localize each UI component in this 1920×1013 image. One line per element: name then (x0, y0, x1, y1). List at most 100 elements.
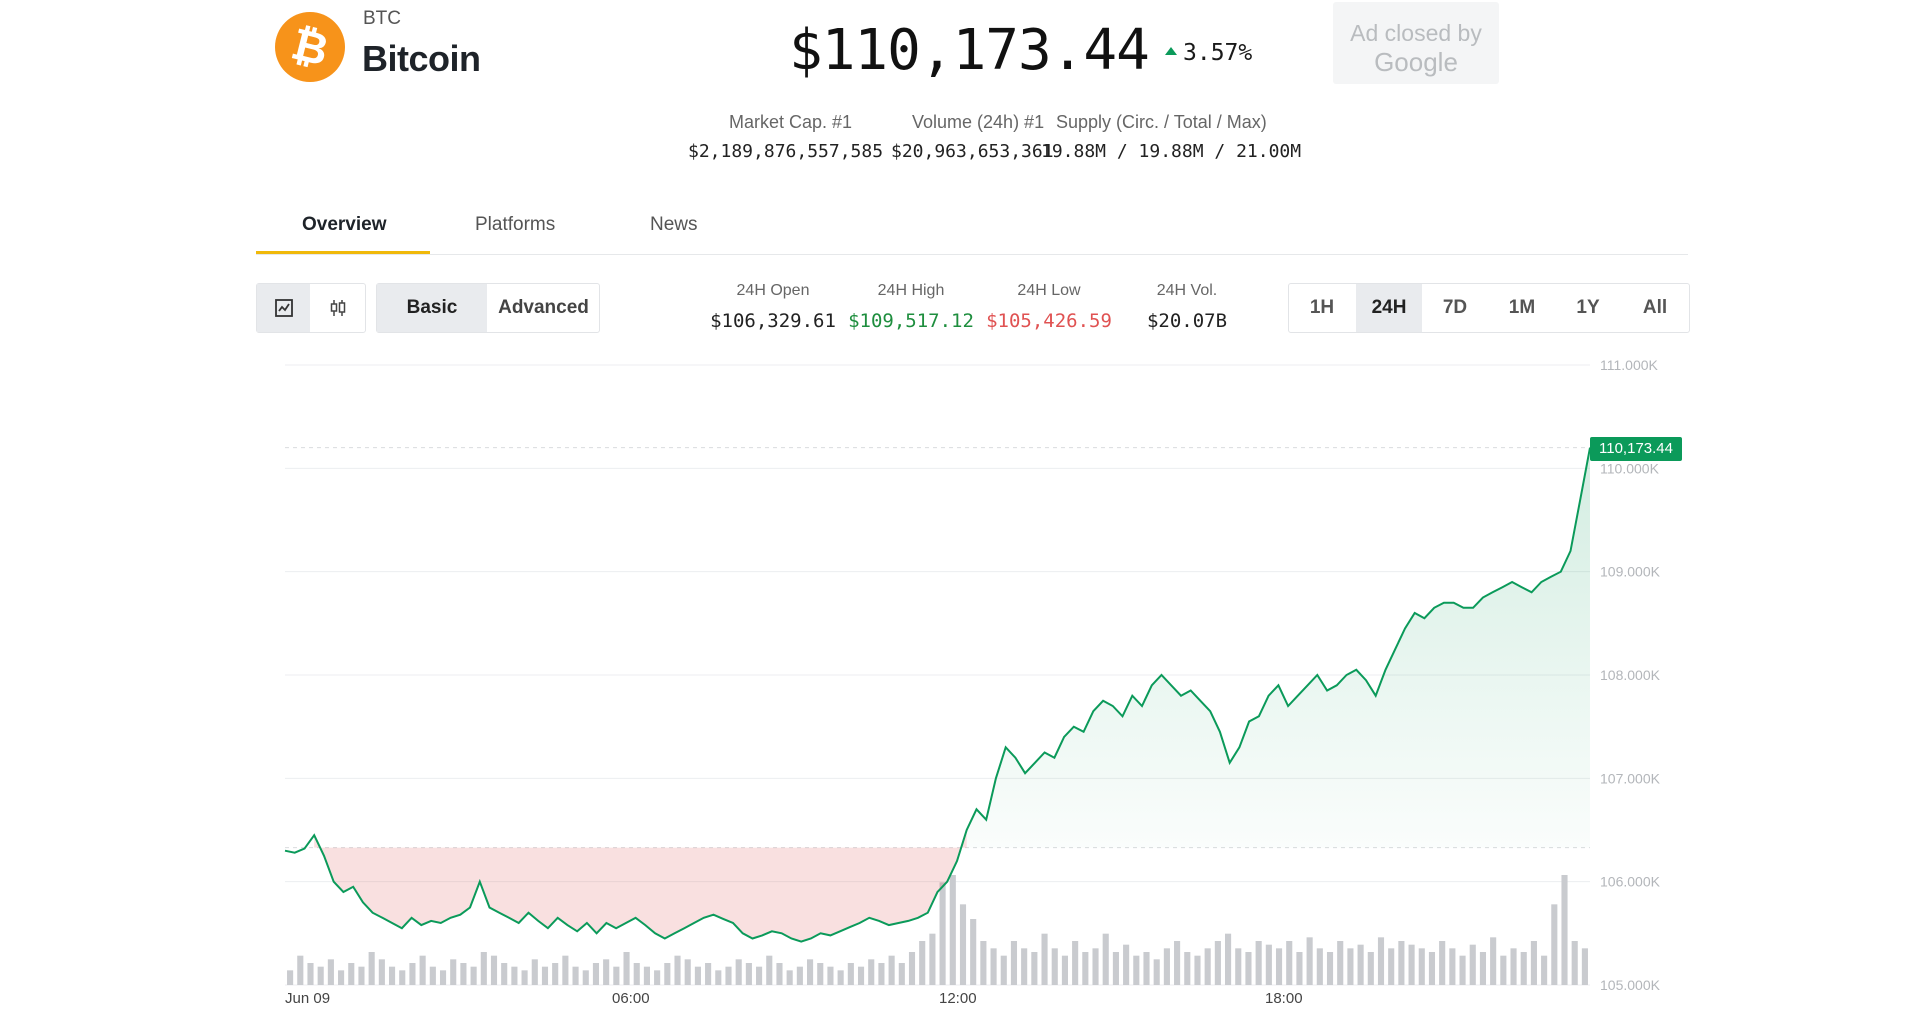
volume-bar (990, 948, 997, 985)
volume-bar (654, 970, 661, 985)
volume-bar (1469, 944, 1476, 985)
volume-bar (1367, 952, 1374, 985)
volume-bar (287, 970, 294, 985)
range-1y-button[interactable]: 1Y (1576, 297, 1600, 318)
volume-bar (705, 963, 712, 985)
volume-bar (1337, 941, 1344, 985)
volume-bar (1275, 948, 1283, 985)
volume-bar (766, 955, 773, 985)
volume-bar (1459, 955, 1466, 985)
volume-bar (1306, 937, 1313, 985)
volume-bar (1051, 948, 1058, 985)
open-label: 24H Open (736, 282, 810, 299)
y-tick-label: 109.000K (1600, 564, 1661, 580)
volume-bar (1102, 933, 1109, 985)
supply-label: Supply (Circ. / Total / Max) (1056, 112, 1267, 132)
volume-bar (735, 959, 742, 985)
range-1m-button[interactable]: 1M (1508, 297, 1536, 318)
volume-bar (1326, 952, 1334, 985)
volume-bar (796, 966, 803, 985)
volume-bar (857, 966, 865, 985)
volume-bar (919, 941, 926, 985)
volume-bar (388, 966, 396, 985)
candlestick-icon (330, 300, 345, 316)
volume-bar (1418, 948, 1425, 985)
y-tick-label: 105.000K (1600, 977, 1661, 993)
tab-bar: Overview Platforms News (256, 200, 1688, 255)
volume-bar (1225, 933, 1232, 985)
volume-bar (1143, 952, 1150, 985)
volume-bar (1490, 937, 1497, 985)
x-tick-label: Jun 09 (285, 990, 330, 1007)
ad-closed-text: Ad closed by (1350, 20, 1482, 46)
line-chart-button[interactable] (257, 284, 310, 332)
range-1h-button[interactable]: 1H (1309, 297, 1335, 318)
caret-up-icon (1165, 46, 1177, 55)
volume-bar (725, 966, 732, 985)
above-open-area (966, 447, 1590, 848)
volume-bar (1439, 941, 1446, 985)
volume-bar (888, 955, 895, 985)
volume-bar (908, 952, 916, 985)
volume-bar (613, 966, 620, 985)
basic-mode-button[interactable]: Basic (377, 284, 487, 332)
tab-overview[interactable]: Overview (302, 214, 387, 235)
volume-bar (1520, 952, 1527, 985)
price-change-value: 3.57% (1183, 40, 1253, 66)
volume-bar (1041, 933, 1048, 985)
range-7d-button[interactable]: 7D (1442, 297, 1468, 318)
volume-bar (1398, 941, 1405, 985)
volume-bar (348, 963, 355, 985)
volume-bar (878, 963, 885, 985)
volume-bar (1530, 941, 1537, 985)
volume-bar (439, 970, 447, 985)
y-tick-label: 111.000K (1600, 357, 1659, 373)
active-tab-indicator (256, 251, 430, 254)
ad-placeholder: Ad closed by Google (1333, 2, 1499, 84)
volume-bar (378, 959, 385, 985)
high-value: $109,517.12 (848, 310, 974, 332)
volume-bar (1204, 948, 1211, 985)
volume-bar (1510, 948, 1517, 985)
volume-bar (939, 882, 946, 985)
volume-bar (1194, 955, 1201, 985)
volume-bar (1347, 948, 1354, 985)
tab-news[interactable]: News (650, 214, 698, 235)
volume-bar (603, 959, 610, 985)
volume-bar (949, 875, 956, 985)
volume-bar (541, 966, 549, 985)
volume-bar (1092, 948, 1099, 985)
line-chart-icon (274, 299, 293, 317)
advanced-mode-button[interactable]: Advanced (498, 297, 589, 318)
volume-bar (511, 966, 518, 985)
volume-bar (633, 963, 640, 985)
y-tick-label: 107.000K (1600, 770, 1661, 786)
chart-type-toggle (256, 283, 366, 333)
x-tick-label: 06:00 (612, 990, 650, 1007)
coin-symbol: BTC (363, 8, 401, 29)
volume-bar (664, 963, 671, 985)
volume-bar (898, 963, 905, 985)
candlestick-chart-button[interactable] (311, 284, 364, 332)
volume-bar (684, 959, 691, 985)
volume-bar (1082, 952, 1089, 985)
range-24h-button[interactable]: 24H (1356, 284, 1422, 332)
volume-bar (1449, 948, 1456, 985)
volume-bar (1184, 952, 1191, 985)
volume-bar (562, 955, 569, 985)
volume-bar (1072, 941, 1079, 985)
volume-bar (582, 970, 589, 985)
current-price: $110,173.44 (789, 18, 1150, 83)
tab-platforms[interactable]: Platforms (475, 214, 556, 235)
price-line (284, 447, 1591, 943)
bitcoin-logo-icon: ₿ (275, 12, 345, 82)
volume-bar (460, 963, 467, 985)
volume-24h-label: 24H Vol. (1156, 282, 1218, 299)
volume-bar (1133, 955, 1140, 985)
range-all-button[interactable]: All (1642, 297, 1668, 318)
supply-value: 19.88M / 19.88M / 21.00M (1041, 141, 1302, 162)
volume-bar (1265, 944, 1272, 985)
volume-bar (1061, 955, 1068, 985)
volume-bar (429, 966, 436, 985)
